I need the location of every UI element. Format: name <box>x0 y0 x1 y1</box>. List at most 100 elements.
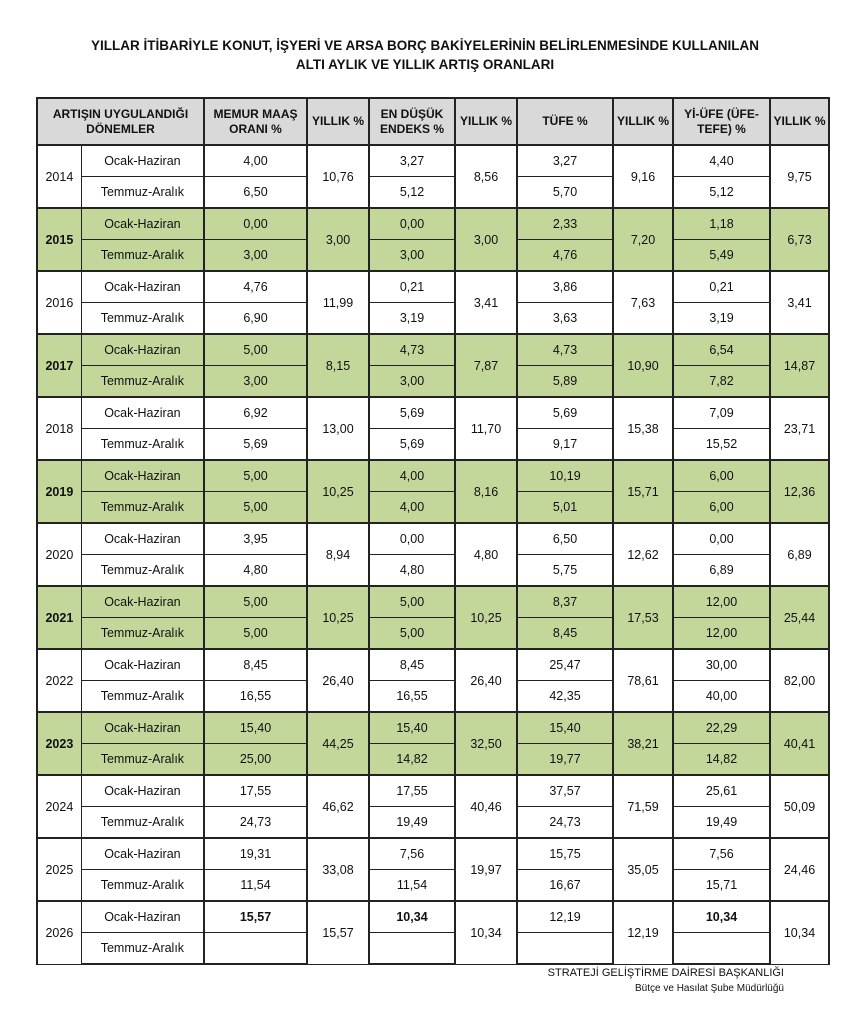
endeks-yillik-cell: 4,80 <box>454 522 518 587</box>
memur-cell: 6,90 <box>203 302 308 335</box>
ufe-cell: 6,00 <box>672 491 771 524</box>
memur-yillik-cell: 3,00 <box>306 207 370 272</box>
tufe-yillik-cell: 7,20 <box>612 207 674 272</box>
memur-cell: 5,00 <box>203 459 308 492</box>
tufe-cell <box>516 932 614 965</box>
ufe-yillik-cell: 50,09 <box>769 774 830 839</box>
year-cell: 2019 <box>35 459 82 524</box>
ufe-yillik-cell: 82,00 <box>769 648 830 713</box>
table-row: 2025 Ocak-Haziran 19,31 33,08 7,56 19,97 15,75… <box>35 837 830 902</box>
ufe-cell: 7,09 <box>672 396 771 429</box>
table-row: 2022 Ocak-Haziran 8,45 26,40 8,45 26,40 25,47 7… <box>35 648 830 713</box>
table-row: Temmuz-Aralık 24,73 19,49 24,73 19,49 <box>37 806 829 839</box>
period-cell: Ocak-Haziran <box>80 459 205 492</box>
rates-table: ARTIŞIN UYGULANDIĞI DÖNEMLER MEMUR MAAŞ … <box>35 97 830 965</box>
period-cell: Ocak-Haziran <box>80 144 205 177</box>
memur-cell: 25,00 <box>203 743 308 776</box>
ufe-cell: 14,82 <box>672 743 771 776</box>
endeks-cell: 19,49 <box>368 806 456 839</box>
tufe-yillik-cell: 15,71 <box>612 459 674 524</box>
ufe-cell: 4,40 <box>672 144 771 177</box>
ufe-cell: 0,21 <box>672 270 771 303</box>
endeks-cell: 5,00 <box>368 617 456 650</box>
ufe-yillik-cell: 6,89 <box>769 522 830 587</box>
memur-cell: 11,54 <box>203 869 308 902</box>
period-cell: Ocak-Haziran <box>80 207 205 240</box>
tufe-cell: 25,47 <box>516 648 614 681</box>
tufe-yillik-cell: 10,90 <box>612 333 674 398</box>
table-row: Temmuz-Aralık 5,00 5,00 8,45 12,00 <box>37 617 829 650</box>
table-row: Temmuz-Aralık 4,80 4,80 5,75 6,89 <box>37 554 829 587</box>
table-row: 2018 Ocak-Haziran 6,92 13,00 5,69 11,70 5,69 15… <box>35 396 830 461</box>
memur-yillik-cell: 26,40 <box>306 648 370 713</box>
table-row: Temmuz-Aralık 5,69 5,69 9,17 15,52 <box>37 428 829 461</box>
endeks-yillik-cell: 10,34 <box>454 900 518 965</box>
memur-yillik-cell: 11,99 <box>306 270 370 335</box>
period-cell: Temmuz-Aralık <box>80 302 205 335</box>
tufe-yillik-cell: 35,05 <box>612 837 674 902</box>
memur-cell: 5,00 <box>203 585 308 618</box>
tufe-cell: 15,75 <box>516 837 614 870</box>
memur-cell: 15,40 <box>203 711 308 744</box>
endeks-yillik-cell: 40,46 <box>454 774 518 839</box>
memur-cell: 3,00 <box>203 239 308 272</box>
ufe-cell: 5,12 <box>672 176 771 209</box>
period-cell: Ocak-Haziran <box>80 522 205 555</box>
year-cell: 2015 <box>35 207 82 272</box>
endeks-yillik-cell: 7,87 <box>454 333 518 398</box>
ufe-cell: 6,54 <box>672 333 771 366</box>
period-cell: Temmuz-Aralık <box>80 491 205 524</box>
ufe-cell: 10,34 <box>672 900 771 933</box>
ufe-yillik-cell: 6,73 <box>769 207 830 272</box>
endeks-cell: 4,80 <box>368 554 456 587</box>
tufe-cell: 37,57 <box>516 774 614 807</box>
period-cell: Temmuz-Aralık <box>80 743 205 776</box>
endeks-cell: 14,82 <box>368 743 456 776</box>
tufe-cell: 3,63 <box>516 302 614 335</box>
ufe-cell: 15,52 <box>672 428 771 461</box>
endeks-cell: 3,00 <box>368 239 456 272</box>
header-memur-yillik: YILLIK % <box>306 97 370 146</box>
tufe-cell: 24,73 <box>516 806 614 839</box>
endeks-yillik-cell: 19,97 <box>454 837 518 902</box>
year-cell: 2022 <box>35 648 82 713</box>
endeks-yillik-cell: 3,41 <box>454 270 518 335</box>
endeks-cell: 0,00 <box>368 207 456 240</box>
table-row: 2023 Ocak-Haziran 15,40 44,25 15,40 32,50 15,4… <box>35 711 830 776</box>
ufe-yillik-cell: 24,46 <box>769 837 830 902</box>
tufe-yillik-cell: 17,53 <box>612 585 674 650</box>
year-cell: 2017 <box>35 333 82 398</box>
table-row: Temmuz-Aralık 5,00 4,00 5,01 6,00 <box>37 491 829 524</box>
tufe-yillik-cell: 12,62 <box>612 522 674 587</box>
ufe-yillik-cell: 10,34 <box>769 900 830 965</box>
table-row: 2015 Ocak-Haziran 0,00 3,00 0,00 3,00 2,33 7,20… <box>35 207 830 272</box>
memur-yillik-cell: 33,08 <box>306 837 370 902</box>
period-cell: Ocak-Haziran <box>80 396 205 429</box>
header-ufe: Yİ-ÜFE (ÜFE-TEFE) % <box>672 97 771 146</box>
period-cell: Temmuz-Aralık <box>80 680 205 713</box>
year-cell: 2023 <box>35 711 82 776</box>
year-cell: 2026 <box>35 900 82 965</box>
endeks-cell: 8,45 <box>368 648 456 681</box>
table-row: 2014 Ocak-Haziran 4,00 10,76 3,27 8,56 3,27 9,1… <box>35 144 830 209</box>
endeks-cell: 5,00 <box>368 585 456 618</box>
tufe-cell: 16,67 <box>516 869 614 902</box>
memur-cell: 4,80 <box>203 554 308 587</box>
period-cell: Temmuz-Aralık <box>80 239 205 272</box>
tufe-cell: 9,17 <box>516 428 614 461</box>
footer-department: STRATEJİ GELİŞTİRME DAİRESİ BAŞKANLIĞI <box>547 967 784 979</box>
header-period: ARTIŞIN UYGULANDIĞI DÖNEMLER <box>36 97 205 146</box>
ufe-yillik-cell: 3,41 <box>769 270 830 335</box>
endeks-cell: 3,19 <box>368 302 456 335</box>
endeks-yillik-cell: 10,25 <box>454 585 518 650</box>
endeks-yillik-cell: 32,50 <box>454 711 518 776</box>
endeks-yillik-cell: 8,16 <box>454 459 518 524</box>
ufe-cell <box>672 932 771 965</box>
period-cell: Temmuz-Aralık <box>80 869 205 902</box>
footer-unit: Bütçe ve Hasılat Şube Müdürlüğü <box>635 983 784 994</box>
tufe-cell: 5,89 <box>516 365 614 398</box>
ufe-cell: 6,00 <box>672 459 771 492</box>
table-row: 2019 Ocak-Haziran 5,00 10,25 4,00 8,16 10,19 15… <box>35 459 830 524</box>
table-row: 2021 Ocak-Haziran 5,00 10,25 5,00 10,25 8,37 17… <box>35 585 830 650</box>
memur-yillik-cell: 10,25 <box>306 585 370 650</box>
